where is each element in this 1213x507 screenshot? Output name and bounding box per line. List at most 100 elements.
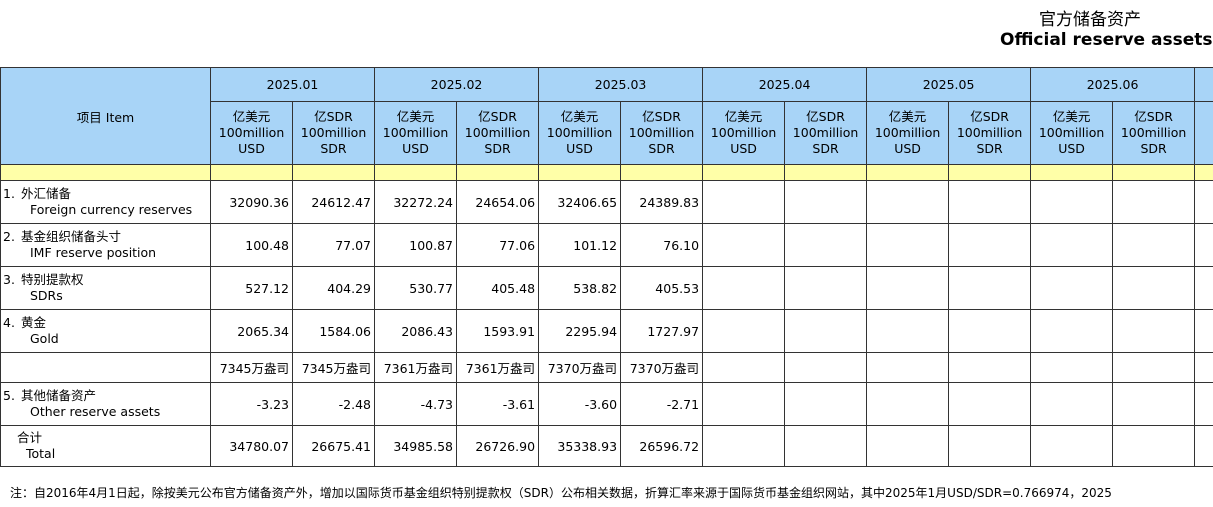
value-cell	[948, 382, 1032, 426]
unit-text: 100million	[1120, 125, 1187, 140]
row-label: 1. 外汇储备 Foreign currency reserves	[0, 180, 211, 224]
unit-header: 亿美元 100million USD	[702, 101, 786, 165]
value-cell	[1030, 223, 1114, 267]
value-cell	[784, 425, 868, 467]
row-label: 5. 其他储备资产 Other reserve assets	[0, 382, 211, 426]
label-cn-line: 合计	[3, 430, 210, 446]
value-cell	[948, 180, 1032, 224]
value-cell: 1593.91	[456, 309, 540, 353]
label-cn-line: 2. 基金组织储备头寸	[3, 229, 210, 245]
value-cell	[702, 180, 786, 224]
value-cell	[1112, 425, 1196, 467]
unit-header: 亿SDR 100million SDR	[620, 101, 704, 165]
value-cell	[948, 425, 1032, 467]
value-cell	[866, 223, 950, 267]
unit-text: SDR	[484, 141, 511, 156]
value-cell: 530.77	[374, 266, 458, 310]
value-cell: 35338.93	[538, 425, 622, 467]
band-cell	[374, 164, 458, 181]
data-row: 3. 特别提款权 SDRs 527.12 404.29 530.77 405.48 538.8…	[0, 266, 1213, 310]
label-cn: 外汇储备	[21, 186, 72, 201]
unit-text: USD	[238, 141, 265, 156]
unit-text: 100million	[1038, 125, 1105, 140]
band-cell	[702, 164, 786, 181]
band-cell	[784, 164, 868, 181]
unit-text: 100million	[874, 125, 941, 140]
unit-text: 100million	[300, 125, 367, 140]
unit-text: 亿SDR	[314, 109, 353, 124]
unit-text: 100million	[792, 125, 859, 140]
unit-text: 100million	[382, 125, 449, 140]
value-cell	[1030, 352, 1114, 383]
data-row: 2. 基金组织储备头寸 IMF reserve position 100.48 77.0…	[0, 223, 1213, 267]
value-cell: 24612.47	[291, 180, 376, 224]
band-cell	[1030, 164, 1114, 181]
month-header: 2025.03	[538, 67, 704, 102]
unit-text: USD	[566, 141, 593, 156]
unit-text: 亿SDR	[478, 109, 517, 124]
value-cell: 7361万盎司	[374, 352, 458, 383]
value-cell	[1194, 266, 1213, 310]
unit-text: SDR	[648, 141, 675, 156]
data-row: 1. 外汇储备 Foreign currency reserves 32090.36 2…	[0, 180, 1213, 224]
month-header: 2025.05	[866, 67, 1032, 102]
unit-text: 100million	[464, 125, 531, 140]
row-label: 4. 黄金 Gold	[0, 309, 211, 353]
label-cn-line: 4. 黄金	[3, 315, 210, 331]
data-row: 7345万盎司 7345万盎司 7361万盎司 7361万盎司 7370万盎司 7370万…	[0, 352, 1213, 383]
unit-text: 100million	[218, 125, 285, 140]
data-row: 4. 黄金 Gold 2065.34 1584.06 2086.43 1593.91 2295…	[0, 309, 1213, 353]
value-cell: -2.71	[620, 382, 704, 426]
value-cell: -3.61	[456, 382, 540, 426]
value-cell: 2295.94	[538, 309, 622, 353]
value-cell	[784, 382, 868, 426]
unit-text: 亿SDR	[642, 109, 681, 124]
value-cell: 32090.36	[210, 180, 293, 224]
value-cell: 405.48	[456, 266, 540, 310]
band-cell	[0, 164, 211, 181]
value-cell	[866, 266, 950, 310]
unit-text: SDR	[1140, 141, 1167, 156]
unit-header: 亿SDR 100million SDR	[456, 101, 540, 165]
label-cn: 黄金	[21, 315, 47, 330]
value-cell: 77.07	[291, 223, 376, 267]
value-cell	[784, 309, 868, 353]
value-cell: 24654.06	[456, 180, 540, 224]
label-en: Foreign currency reserves	[30, 202, 193, 217]
unit-header: 亿美元 100million USD	[866, 101, 950, 165]
month-header: 2025.01	[209, 67, 376, 102]
value-cell	[866, 180, 950, 224]
band-row	[0, 164, 1213, 181]
value-cell	[1112, 382, 1196, 426]
label-en: SDRs	[30, 288, 63, 303]
value-cell: 7345万盎司	[291, 352, 376, 383]
value-cell	[784, 223, 868, 267]
band-cell	[291, 164, 376, 181]
unit-header: 亿SDR 100million SDR	[948, 101, 1032, 165]
value-cell	[702, 425, 786, 467]
row-label: 3. 特别提款权 SDRs	[0, 266, 211, 310]
band-cell	[948, 164, 1032, 181]
value-cell: -4.73	[374, 382, 458, 426]
value-cell	[948, 266, 1032, 310]
value-cell: 404.29	[291, 266, 376, 310]
band-cell	[456, 164, 540, 181]
value-cell: 26726.90	[456, 425, 540, 467]
unit-text: 100million	[546, 125, 613, 140]
value-cell	[866, 309, 950, 353]
value-cell	[948, 309, 1032, 353]
data-row: 合计 Total 34780.07 26675.41 34985.58 26726.90 3…	[0, 425, 1213, 467]
unit-text: SDR	[320, 141, 347, 156]
label-en: Gold	[30, 331, 59, 346]
row-number: 5.	[3, 388, 15, 403]
value-cell: 34780.07	[210, 425, 293, 467]
value-cell: 77.06	[456, 223, 540, 267]
unit-row: 亿美元 100million USD 亿SDR 100million SDR 亿美元 100m…	[1, 101, 1213, 165]
value-cell	[1030, 309, 1114, 353]
value-cell: 101.12	[538, 223, 622, 267]
month-header: 2025.02	[374, 67, 540, 102]
value-cell: 32406.65	[538, 180, 622, 224]
band-cell	[866, 164, 950, 181]
value-cell	[1112, 266, 1196, 310]
